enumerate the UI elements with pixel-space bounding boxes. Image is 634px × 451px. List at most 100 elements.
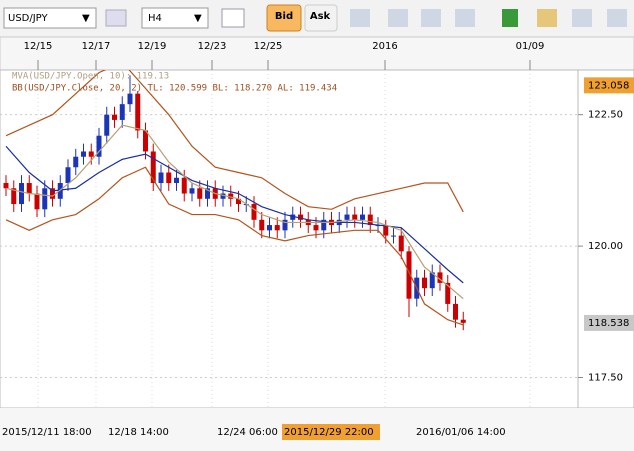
candle-body — [158, 172, 164, 184]
candle-body — [259, 219, 265, 231]
candle-body — [73, 156, 79, 168]
tool-icon[interactable] — [572, 9, 592, 27]
candle-body — [453, 303, 458, 320]
candle-body — [460, 319, 466, 323]
indicator-line — [5, 145, 464, 284]
crosshair-time-box — [282, 424, 380, 440]
y-tick-label: 117.50 — [588, 373, 623, 384]
plot — [0, 70, 578, 408]
tool-icon[interactable] — [607, 9, 627, 27]
candle-body — [174, 177, 179, 184]
candle-body — [57, 183, 63, 199]
candle-body — [220, 193, 226, 199]
bottom-time-label: 12/18 14:00 — [108, 427, 169, 438]
indicator-line — [5, 166, 464, 326]
top-time-label: 2016 — [372, 41, 397, 52]
candle-body — [112, 114, 117, 120]
price-marker-label: 123.058 — [588, 80, 629, 91]
dropdown-arrow: ▼ — [82, 13, 90, 24]
indicator-label: BB(USD/JPY.Close, 20, 2) TL: 120.599 BL:… — [12, 84, 337, 94]
top-time-label: 12/15 — [24, 41, 53, 52]
candle-body — [166, 172, 172, 184]
candle-body — [11, 188, 17, 205]
price-marker — [584, 77, 634, 94]
candle-body — [344, 214, 350, 220]
price-axis — [577, 69, 634, 409]
dropdown-arrow: ▼ — [194, 13, 202, 24]
price-marker — [584, 314, 634, 331]
candle-body — [429, 272, 435, 289]
candle-body — [298, 214, 303, 220]
series — [3, 70, 466, 331]
candle-body — [274, 225, 280, 231]
plot-area — [0, 69, 579, 409]
candle-body — [34, 193, 40, 210]
candle-body — [143, 130, 148, 152]
candle-body — [96, 135, 102, 157]
candle-body — [290, 214, 296, 220]
indicator-line — [5, 70, 464, 213]
candle-body — [181, 177, 187, 194]
bottom-time-label: 2015/12/29 22:00 — [284, 427, 374, 438]
bottom-time-label: 2015/12/11 18:00 — [2, 427, 92, 438]
symbol-select[interactable] — [3, 7, 97, 29]
candle-body — [3, 183, 9, 189]
candle-body — [437, 272, 443, 283]
candle-body — [398, 235, 404, 252]
y-tick-label: 120.00 — [588, 241, 623, 252]
candle-body — [313, 225, 319, 231]
candle-body — [189, 188, 195, 194]
candle-body — [205, 188, 210, 199]
candle-body — [104, 114, 110, 136]
y-tick-label: 122.50 — [588, 110, 623, 121]
candle-body — [81, 151, 86, 157]
tool-icon[interactable] — [455, 9, 475, 27]
candle-body — [228, 193, 234, 199]
symbol: USD/JPY — [8, 13, 48, 24]
tool-icon[interactable] — [537, 9, 557, 27]
candle-body — [127, 93, 133, 105]
candle-body — [321, 219, 327, 231]
top-time-label: 12/25 — [254, 41, 283, 52]
candle-body — [150, 151, 156, 184]
candle-body — [26, 183, 32, 194]
chart-type-button[interactable] — [221, 8, 245, 28]
tool-icon[interactable] — [502, 9, 518, 27]
price-marker-label: 118.538 — [588, 318, 629, 329]
candle-body — [422, 277, 427, 289]
candle-body — [197, 188, 203, 199]
tool-icon[interactable] — [421, 9, 441, 27]
timeframe: H4 — [148, 13, 162, 24]
candle-body — [88, 151, 94, 157]
indicator-label: MVA(USD/JPY.Open, 10): 119.13 — [12, 72, 169, 82]
candle-body — [445, 282, 451, 304]
bottom-time-label: 12/24 06:00 — [217, 427, 278, 438]
candle-body — [251, 204, 257, 220]
top-time-label: 12/23 — [198, 41, 227, 52]
indicator-line — [5, 124, 464, 300]
candle-body — [367, 214, 373, 226]
bid-label: Bid — [275, 11, 293, 22]
candle-body — [65, 167, 71, 184]
candle-body — [352, 214, 358, 220]
ask-label: Ask — [310, 11, 331, 22]
candle-body — [236, 198, 241, 205]
candle-body — [391, 235, 396, 237]
timeframe-select[interactable] — [141, 7, 209, 29]
candle-body — [42, 188, 48, 210]
candle-body — [135, 93, 141, 131]
top-time-label: 12/19 — [138, 41, 167, 52]
candle-body — [360, 214, 365, 220]
tool-icon[interactable] — [388, 9, 408, 27]
tool-icon[interactable] — [105, 9, 127, 27]
bid-button[interactable] — [266, 4, 302, 32]
candle-body — [19, 183, 24, 205]
top-time-label: 01/09 — [516, 41, 545, 52]
bottom-time-label: 2016/01/06 14:00 — [416, 427, 506, 438]
tool-icon[interactable] — [350, 9, 370, 27]
candle-body — [119, 104, 125, 120]
top-time-label: 12/17 — [82, 41, 111, 52]
candle-body — [406, 251, 412, 299]
ask-button[interactable] — [304, 4, 338, 32]
